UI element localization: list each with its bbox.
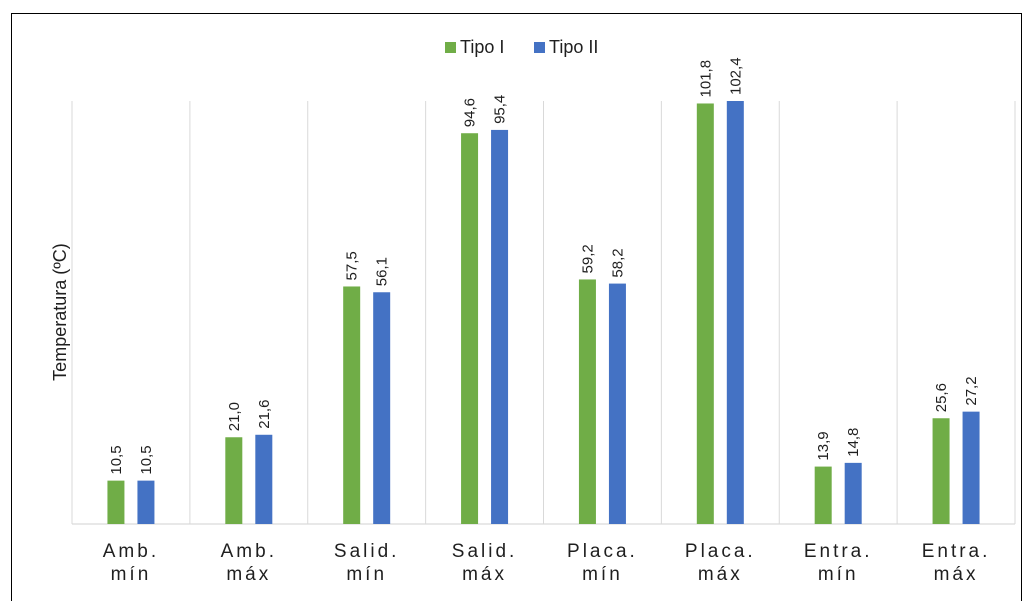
bar-tipo-ii [962,411,980,524]
x-tick-label: Salid. [452,541,518,562]
x-tick-label: Entra. [804,541,873,562]
bar-tipo-ii [137,480,155,524]
bar-tipo-ii [608,283,626,524]
data-label: 21,6 [256,400,273,429]
data-label: 101,8 [697,60,714,98]
x-tick-label: mín [346,564,387,585]
data-label: 13,9 [815,431,832,460]
data-label: 57,5 [344,251,361,280]
bar-tipo-i [578,279,596,524]
bar-tipo-i [343,286,361,524]
data-label: 10,5 [108,445,125,474]
data-label: 59,2 [579,244,596,273]
data-label: 25,6 [933,383,950,412]
bars [107,101,980,524]
legend-label-tipo-i: Tipo I [460,37,504,57]
x-tick-labels: Amb.mínAmb.máxSalid.mínSalid.máxPlaca.mí… [103,541,991,585]
gridlines [71,101,1016,525]
bar-tipo-i [696,103,714,524]
x-tick-label: máx [934,564,979,585]
data-label: 58,2 [609,248,626,277]
legend-swatch-tipo-ii [534,42,545,53]
bar-tipo-i [932,418,950,524]
data-label: 56,1 [374,257,391,286]
y-axis-title: Temperatura (ºC) [50,243,70,381]
bar-tipo-ii [255,434,273,524]
x-tick-label: máx [698,564,743,585]
bar-tipo-i [107,480,125,524]
legend-swatch-tipo-i [445,42,456,53]
bar-tipo-i [225,437,243,524]
x-tick-label: Salid. [334,541,400,562]
data-labels: 10,5 10,5 21,0 21,6 57,5 56,1 94,6 95,4 59,2 58,2… [108,57,980,474]
bar-tipo-ii [726,101,744,524]
x-tick-label: máx [226,564,271,585]
data-label: 10,5 [138,445,155,474]
data-label: 27,2 [963,376,980,405]
x-tick-label: máx [462,564,507,585]
x-tick-label: Placa. [685,541,756,562]
data-label: 14,8 [845,428,862,457]
x-tick-label: mín [111,564,152,585]
x-tick-label: mín [818,564,859,585]
x-tick-label: mín [582,564,623,585]
data-label: 21,0 [226,402,243,431]
bar-tipo-i [461,133,479,524]
data-label: 95,4 [492,95,509,124]
bar-tipo-ii [844,462,862,524]
bar-tipo-i [814,466,832,524]
legend-label-tipo-ii: Tipo II [549,37,598,57]
x-tick-label: Entra. [922,541,991,562]
data-label: 102,4 [727,57,744,95]
bar-tipo-ii [491,129,509,524]
x-tick-label: Placa. [567,541,638,562]
x-tick-label: Amb. [221,541,277,562]
x-tick-label: Amb. [103,541,159,562]
data-label: 94,6 [462,98,479,127]
legend: Tipo I Tipo II [445,37,598,57]
bar-tipo-ii [373,292,391,524]
